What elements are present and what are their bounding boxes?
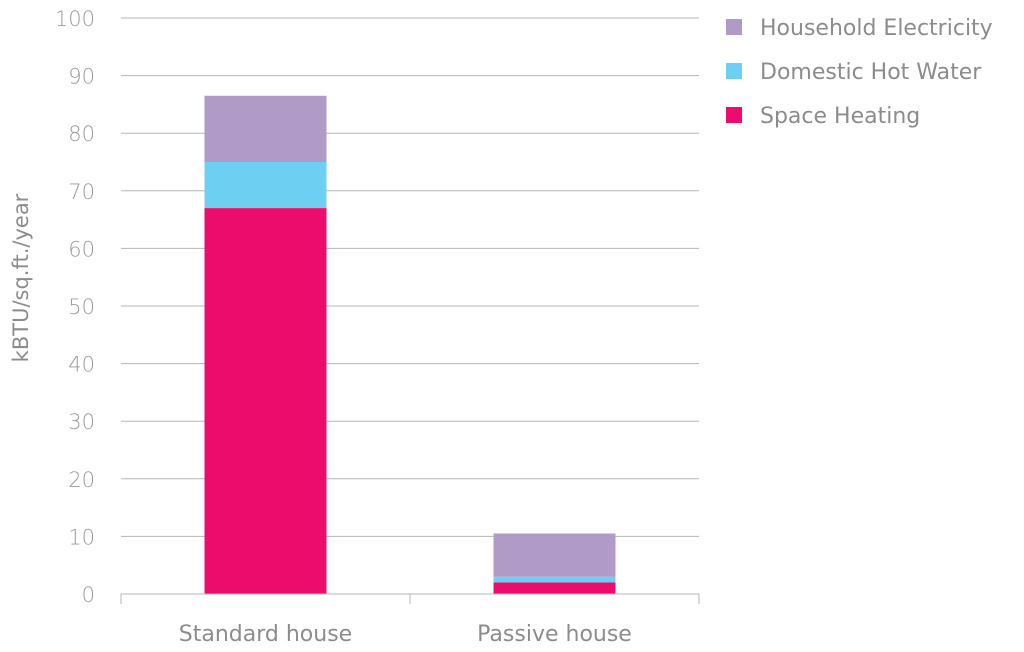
bar-domestic-hot-water-passive-house [493,576,616,583]
y-tick-labels: 0 10 20 30 40 50 60 70 80 90 100 [55,7,95,607]
bar-space-heating-passive-house [493,582,616,594]
legend-label: Space Heating [760,104,920,129]
bar-household-electricity-standard-house [204,95,327,162]
y-tick-label: 20 [68,468,95,492]
y-tick-label: 30 [68,410,95,434]
legend-swatch [726,63,742,79]
y-tick-label: 40 [68,353,95,377]
y-tick-label: 100 [55,7,95,31]
y-axis-title: kBTU/sq.ft./year [9,193,33,362]
category-label: Passive house [477,622,632,647]
bar-domestic-hot-water-standard-house [204,162,327,209]
bars [204,95,616,594]
x-axis: Standard house Passive house [120,593,700,647]
legend: Household Electricity Domestic Hot Water S… [726,16,993,129]
legend-label: Domestic Hot Water [760,60,982,85]
y-tick-label: 80 [68,122,95,146]
legend-label: Household Electricity [760,16,993,41]
bar-household-electricity-passive-house [493,533,616,577]
y-tick-label: 10 [68,525,95,549]
legend-swatch [726,107,742,123]
category-label: Standard house [179,622,352,647]
y-tick-label: 60 [68,237,95,261]
y-tick-label: 90 [68,65,95,89]
y-tick-label: 70 [68,180,95,204]
bar-space-heating-standard-house [204,208,327,594]
y-tick-label: 0 [82,583,95,607]
legend-swatch [726,19,742,35]
y-tick-label: 50 [68,295,95,319]
